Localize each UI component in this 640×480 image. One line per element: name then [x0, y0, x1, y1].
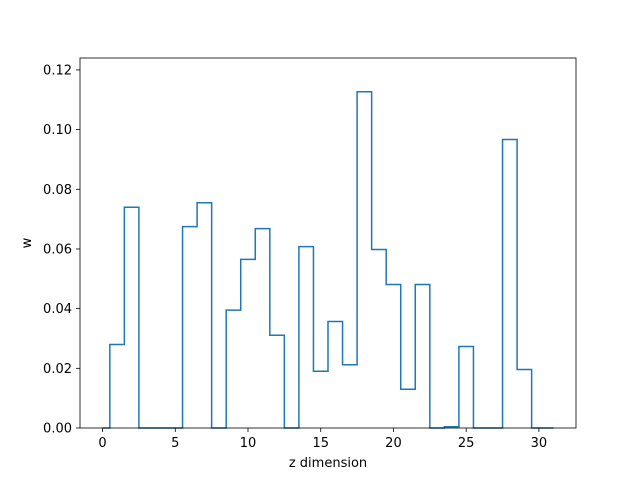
series-step-line [102, 90, 554, 429]
plot-frame [79, 57, 577, 429]
y-tick-label: 0.00 [43, 422, 72, 437]
y-axis-ticks: 0.00 0.02 0.04 0.06 0.08 0.10 0.12 [43, 63, 80, 437]
y-tick-label: 0.08 [43, 183, 72, 198]
y-tick-label: 0.06 [43, 242, 72, 257]
y-tick-label: 0.04 [43, 302, 72, 317]
y-tick-label: 0.02 [43, 362, 72, 377]
x-tick-label: 15 [312, 436, 329, 451]
y-tick-label: 0.10 [43, 123, 72, 138]
x-tick-label: 0 [98, 436, 106, 451]
x-tick-label: 25 [458, 436, 475, 451]
x-tick-label: 10 [240, 436, 257, 451]
x-tick-label: 5 [171, 436, 179, 451]
y-tick-label: 0.12 [43, 63, 72, 78]
y-axis-label: w [20, 237, 35, 248]
x-axis-label: z dimension [289, 456, 367, 471]
x-tick-label: 20 [385, 436, 402, 451]
x-tick-label: 30 [531, 436, 548, 451]
x-axis-ticks: 0 5 10 15 20 25 30 [98, 428, 547, 451]
